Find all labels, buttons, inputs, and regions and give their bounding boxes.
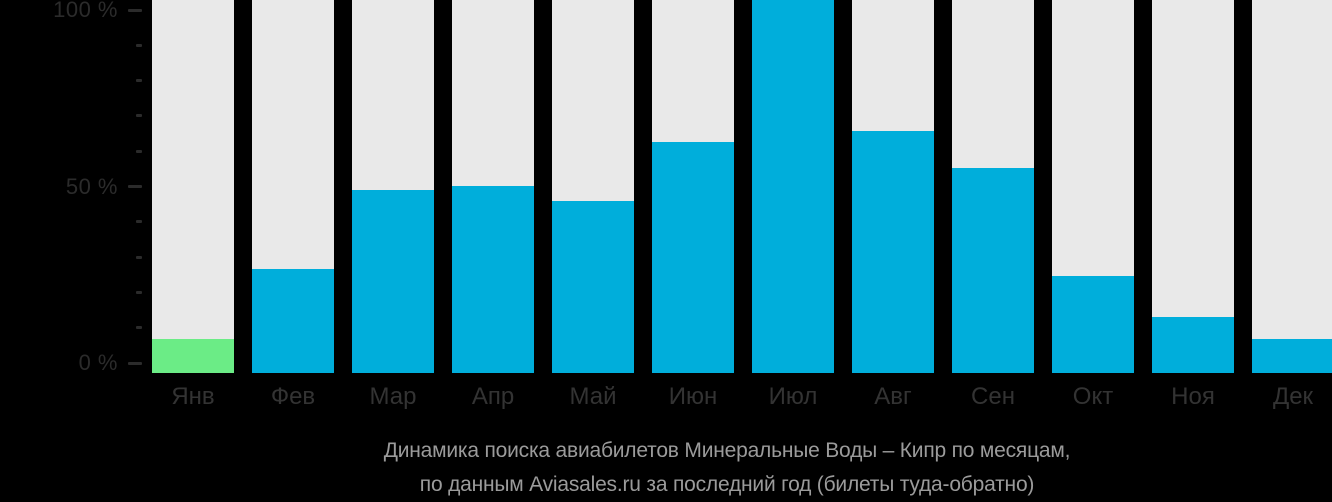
x-axis-label-feb: Фев bbox=[270, 383, 316, 410]
bar-nov bbox=[1152, 317, 1234, 373]
bar-track-dec bbox=[1252, 0, 1332, 373]
bar-track-may bbox=[552, 0, 634, 373]
y-axis-minor-tick-60 bbox=[136, 149, 142, 153]
bar-mar bbox=[352, 190, 434, 373]
y-axis-minor-tick-10 bbox=[136, 326, 142, 330]
bar-track-sep bbox=[952, 0, 1034, 373]
y-axis-minor-tick-40 bbox=[136, 220, 142, 224]
y-axis-minor-tick-80 bbox=[136, 79, 142, 83]
chart-caption: Динамика поиска авиабилетов Минеральные … bbox=[122, 434, 1332, 502]
bar-track-jun bbox=[652, 0, 734, 373]
y-axis-minor-tick-20 bbox=[136, 290, 142, 294]
x-axis-label-aug: Авг bbox=[874, 383, 912, 410]
bar-apr bbox=[452, 186, 534, 373]
x-axis-label-may: Май bbox=[569, 383, 617, 410]
bar-track-feb bbox=[252, 0, 334, 373]
x-axis-label-sep: Сен bbox=[971, 383, 1015, 410]
x-axis-label-nov: Ноя bbox=[1171, 383, 1215, 410]
caption-line-1: Динамика поиска авиабилетов Минеральные … bbox=[383, 439, 1071, 462]
bar-track-nov bbox=[1152, 0, 1234, 373]
bar-track-apr bbox=[452, 0, 534, 373]
bar-may bbox=[552, 201, 634, 373]
bar-oct bbox=[1052, 276, 1134, 373]
bar-track-jul bbox=[752, 0, 834, 373]
y-axis-minor-tick-70 bbox=[136, 114, 142, 118]
bar-jun bbox=[652, 142, 734, 373]
x-axis-label-jun: Июн bbox=[668, 383, 718, 410]
y-axis-label-0: 0 % bbox=[78, 350, 118, 374]
x-axis-label-jul: Июл bbox=[768, 383, 818, 410]
y-axis-minor-tick-30 bbox=[136, 255, 142, 259]
y-axis-minor-tick-90 bbox=[136, 43, 142, 47]
bar-track-mar bbox=[352, 0, 434, 373]
bar-feb bbox=[252, 269, 334, 373]
x-axis-label-jan: Янв bbox=[171, 383, 215, 410]
caption-line-2: по данным Aviasales.ru за последний год … bbox=[419, 473, 1035, 496]
x-axis-label-dec: Дек bbox=[1272, 383, 1314, 410]
x-axis-label-mar: Мар bbox=[369, 383, 417, 410]
bar-jul bbox=[752, 0, 834, 373]
bar-track-aug bbox=[852, 0, 934, 373]
x-axis-label-apr: Апр bbox=[471, 383, 515, 410]
bar-sep bbox=[952, 168, 1034, 373]
y-axis-major-tick-50 bbox=[128, 185, 142, 188]
bar-aug bbox=[852, 131, 934, 373]
y-axis-major-tick-100 bbox=[128, 8, 142, 12]
plot-area: 0 % 50 % 100 % bbox=[53, 0, 1332, 374]
y-axis-label-50: 50 % bbox=[65, 173, 118, 199]
bar-track-oct bbox=[1052, 0, 1134, 373]
y-axis-label-100: 100 % bbox=[53, 0, 118, 22]
bar-dec bbox=[1252, 339, 1332, 373]
x-axis-label-oct: Окт bbox=[1072, 383, 1114, 410]
bar-track-jan bbox=[152, 0, 234, 373]
bar-jan bbox=[152, 339, 234, 373]
y-axis-major-tick-0 bbox=[128, 361, 142, 365]
